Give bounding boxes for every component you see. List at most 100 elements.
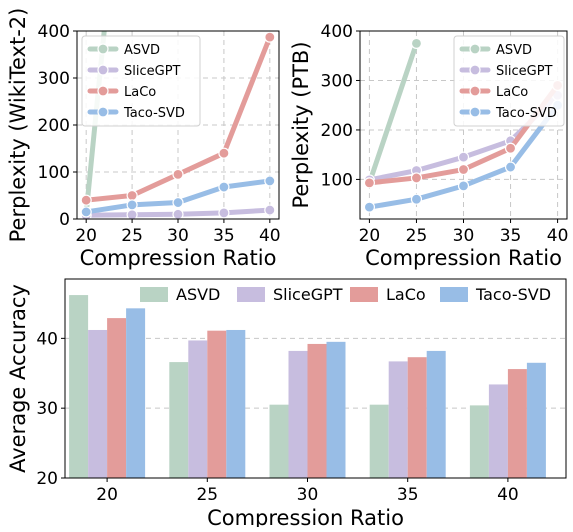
y-tick-label: 400 — [38, 22, 70, 42]
legend-marker — [469, 106, 481, 118]
bar-slicegpt — [388, 361, 408, 478]
legend-label-slicegpt: SliceGPT — [273, 285, 343, 304]
x-tick-label: 30 — [297, 485, 319, 505]
bar-taco-svd — [326, 341, 346, 478]
legend-label-laco: LaCo — [496, 85, 528, 100]
bar-laco — [407, 357, 427, 478]
series-line-asvd — [83, 31, 107, 216]
line-chart-ptb: 20 25 30 35 40 100 200 300 400 Compression Ratio P… — [289, 22, 568, 270]
legend-marker — [469, 43, 481, 55]
legend-label-asvd: ASVD — [124, 43, 160, 58]
legend-label-laco: LaCo — [124, 85, 156, 100]
y-tick-label: 400 — [321, 22, 353, 42]
y-tick-label: 300 — [321, 71, 353, 91]
data-point-laco — [264, 31, 276, 43]
y-tick-label: 300 — [38, 69, 70, 89]
legend-marker — [97, 106, 109, 118]
x-tick-label: 35 — [500, 226, 522, 246]
data-point-laco — [363, 177, 376, 189]
legend-swatch-taco-svd — [440, 287, 468, 302]
legend-label-slicegpt: SliceGPT — [496, 64, 553, 79]
x-tick-label: 35 — [397, 485, 419, 505]
data-point-taco-svd — [363, 201, 376, 213]
y-tick-label: 100 — [321, 170, 353, 190]
bar-taco-svd — [126, 308, 146, 478]
data-point-slicegpt — [218, 207, 230, 219]
x-tick-label: 30 — [167, 226, 189, 246]
legend-label-taco-svd: Taco-SVD — [475, 285, 551, 304]
legend-marker — [97, 64, 109, 76]
x-tick-label: 35 — [213, 226, 235, 246]
legend: ASVD SliceGPT LaCo Taco-SVD — [140, 285, 551, 304]
data-point-laco — [80, 194, 92, 206]
bar-slicegpt — [288, 350, 308, 478]
bar-laco — [307, 343, 327, 478]
y-axis-label: Perplexity (WikiText-2) — [6, 8, 30, 243]
legend-marker — [97, 43, 109, 55]
data-point-taco-svd — [410, 193, 423, 205]
bar-asvd — [269, 404, 289, 478]
x-tick-label: 40 — [259, 226, 281, 246]
legend-marker — [469, 64, 481, 76]
series-group — [80, 31, 276, 219]
data-point-taco-svd — [457, 180, 470, 192]
legend-marker — [97, 85, 109, 97]
data-point-asvd — [410, 37, 423, 49]
legend: ASVD SliceGPT LaCo Taco-SVD — [453, 35, 565, 127]
data-point-taco-svd — [504, 161, 517, 173]
x-tick-label: 20 — [96, 485, 118, 505]
data-point-taco-svd — [264, 175, 276, 187]
legend-label-asvd: ASVD — [496, 43, 532, 58]
legend-label-taco-svd: Taco-SVD — [123, 106, 185, 121]
y-axis-label: Average Accuracy — [6, 284, 30, 473]
legend-swatch-asvd — [140, 287, 168, 302]
legend-box — [453, 35, 565, 127]
x-tick-label: 25 — [196, 485, 218, 505]
legend-marker — [469, 85, 481, 97]
bar-slicegpt — [488, 384, 508, 478]
bar-laco — [507, 369, 527, 478]
bar-asvd — [169, 362, 189, 478]
data-point-taco-svd — [218, 181, 230, 193]
bar-asvd — [369, 404, 389, 478]
data-point-taco-svd — [172, 196, 184, 209]
x-tick-label: 25 — [406, 226, 428, 246]
y-tick-label: 100 — [38, 163, 70, 183]
bar-asvd — [469, 405, 489, 478]
y-tick-label: 200 — [38, 116, 70, 136]
bar-slicegpt — [188, 340, 208, 478]
bar-slicegpt — [88, 329, 108, 478]
plot-frame — [64, 278, 567, 479]
data-point-slicegpt — [457, 151, 470, 163]
legend-swatch-laco — [350, 287, 378, 302]
legend-label-slicegpt: SliceGPT — [124, 64, 181, 79]
data-point-taco-svd — [80, 206, 92, 218]
x-tick-label: 25 — [121, 226, 143, 246]
bar-taco-svd — [426, 350, 446, 478]
data-point-slicegpt — [172, 208, 184, 219]
y-tick-label: 30 — [36, 399, 58, 419]
x-axis-label: Compression Ratio — [365, 246, 562, 270]
data-point-taco-svd — [126, 199, 138, 211]
data-point-laco — [218, 147, 230, 159]
data-point-laco — [457, 163, 470, 176]
legend-box — [81, 35, 201, 127]
y-tick-label: 40 — [36, 329, 58, 349]
series-line-asvd — [366, 40, 419, 186]
data-point-slicegpt — [126, 209, 138, 219]
x-tick-label: 20 — [359, 226, 381, 246]
legend: ASVD SliceGPT LaCo Taco-SVD — [81, 35, 201, 127]
bar-laco — [107, 318, 127, 478]
bar-taco-svd — [226, 329, 246, 478]
legend-label-taco-svd: Taco-SVD — [495, 106, 557, 121]
data-point-laco — [410, 172, 423, 184]
x-axis-label: Compression Ratio — [80, 246, 277, 270]
legend-label-asvd: ASVD — [176, 285, 220, 304]
data-point-laco — [172, 168, 184, 180]
data-point-laco — [504, 142, 517, 154]
x-axis-label: Compression Ratio — [207, 506, 404, 527]
legend-label-laco: LaCo — [386, 285, 426, 304]
bar-chart-accuracy: 20 25 30 35 40 20 30 40 Compression Ratio Average… — [6, 278, 567, 530]
y-tick-label: 20 — [36, 469, 58, 489]
